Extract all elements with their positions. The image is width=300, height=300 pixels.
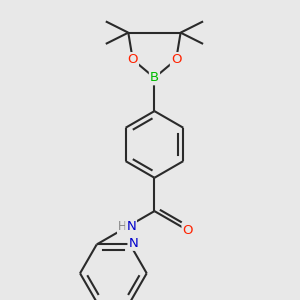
Text: B: B	[150, 71, 159, 84]
Text: H: H	[118, 220, 127, 233]
Text: N: N	[128, 237, 138, 250]
Text: O: O	[171, 53, 181, 66]
Text: N: N	[126, 220, 136, 233]
Text: O: O	[128, 53, 138, 66]
Text: O: O	[182, 224, 193, 236]
